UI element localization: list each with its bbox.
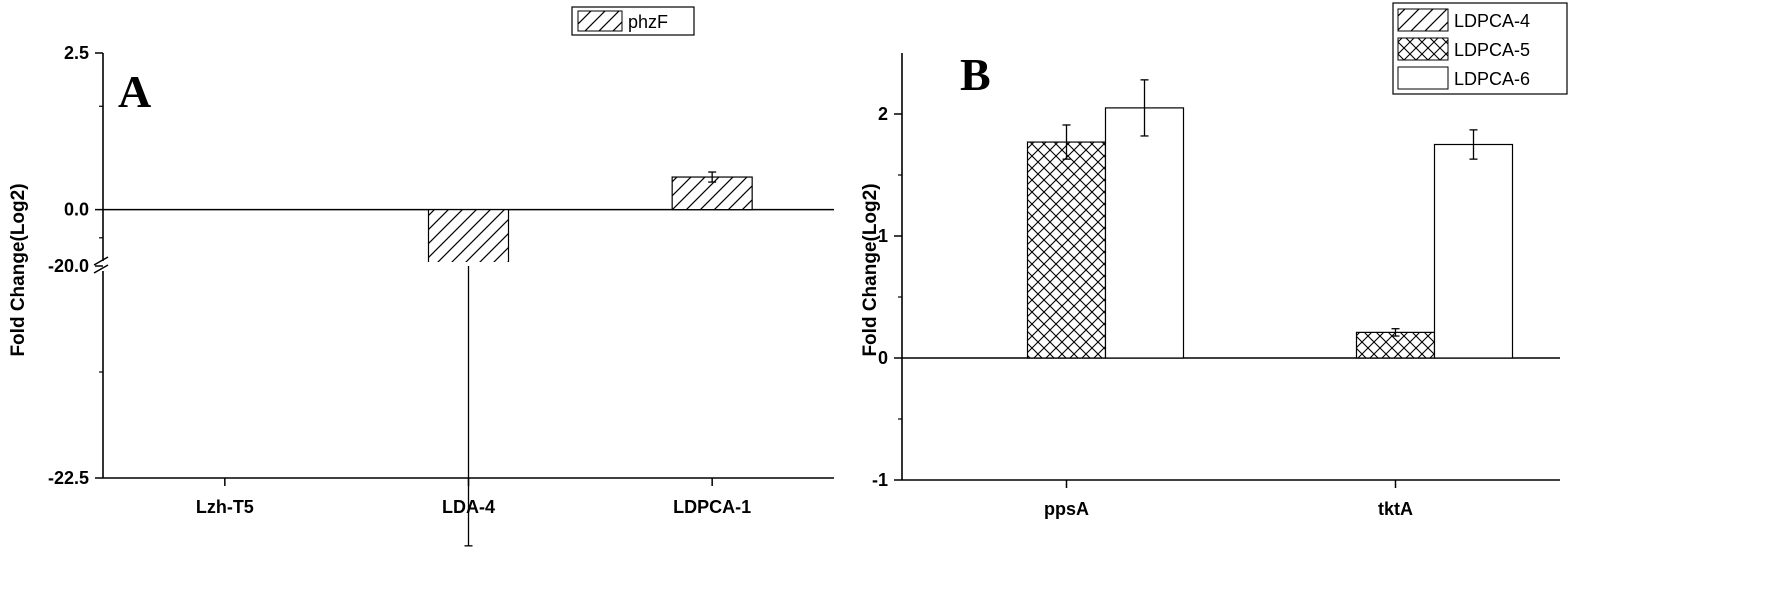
panel-b-y-axis-title: Fold Change(Log2)	[860, 183, 881, 356]
panel-a-axis-break-mark	[93, 264, 109, 274]
panel-a-y-tick-label: -20.0	[48, 256, 89, 276]
panel-b-legend-swatch	[1397, 37, 1449, 61]
panel-b-y-tick-label: 1	[878, 226, 888, 246]
panel-a-bars	[427, 171, 753, 547]
panel-a-legend: phzF	[571, 6, 695, 36]
panel-a-legend-swatch	[577, 10, 623, 32]
panel-a-ticks: 2.5 0.0 -20.0 -22.5 Lzh-T5 LDA-4 LDPCA-1	[48, 43, 751, 517]
panel-b-y-tick-label: 0	[878, 348, 888, 368]
panel-b-legend: LDPCA-4 LDPCA-5 LDPCA-6	[1392, 2, 1568, 95]
panel-b-y-tick-label: 2	[878, 104, 888, 124]
panel-b-y-tick-label: -1	[872, 470, 888, 490]
panel-b-legend-swatch	[1397, 8, 1449, 32]
panel-b-bars	[1026, 79, 1514, 359]
panel-b-bar	[1433, 143, 1514, 359]
panel-a-chart: A Fold Change(Log2) 2.5 0.0 -20.0 -22.5 Lzh-…	[8, 6, 834, 547]
panel-a-y-tick-label: -22.5	[48, 468, 89, 488]
panel-b-legend-label: LDPCA-5	[1454, 40, 1530, 60]
panel-a-legend-label: phzF	[628, 12, 668, 32]
panel-a-y-tick-label: 0.0	[64, 200, 89, 220]
panel-b-x-tick-label: ppsA	[1044, 499, 1089, 519]
panel-b-ticks: -1 0 1 2 ppsA tktA	[872, 104, 1413, 519]
panel-b-x-tick-label: tktA	[1378, 499, 1413, 519]
panel-a-letter: A	[118, 66, 151, 117]
panel-b-bar	[1026, 141, 1107, 359]
panel-b-legend-label: LDPCA-4	[1454, 11, 1530, 31]
panel-a-x-tick-label: LDA-4	[442, 497, 495, 517]
panel-a-x-tick-label: LDPCA-1	[673, 497, 751, 517]
panel-b-bar	[1104, 107, 1185, 359]
panel-b-chart: B Fold Change(Log2) -1 0 1 2 ppsA tktA LDPCA-…	[860, 2, 1568, 519]
panel-a-y-axis-title: Fold Change(Log2)	[8, 183, 29, 356]
panel-a-x-tick-label: Lzh-T5	[196, 497, 254, 517]
panel-b-letter: B	[960, 49, 991, 100]
panel-a-axis-break-mark	[93, 256, 109, 266]
panel-a-bar	[427, 209, 510, 267]
panel-b-legend-label: LDPCA-6	[1454, 69, 1530, 89]
panel-a-y-tick-label: 2.5	[64, 43, 89, 63]
panel-b-legend-swatch	[1397, 66, 1449, 90]
